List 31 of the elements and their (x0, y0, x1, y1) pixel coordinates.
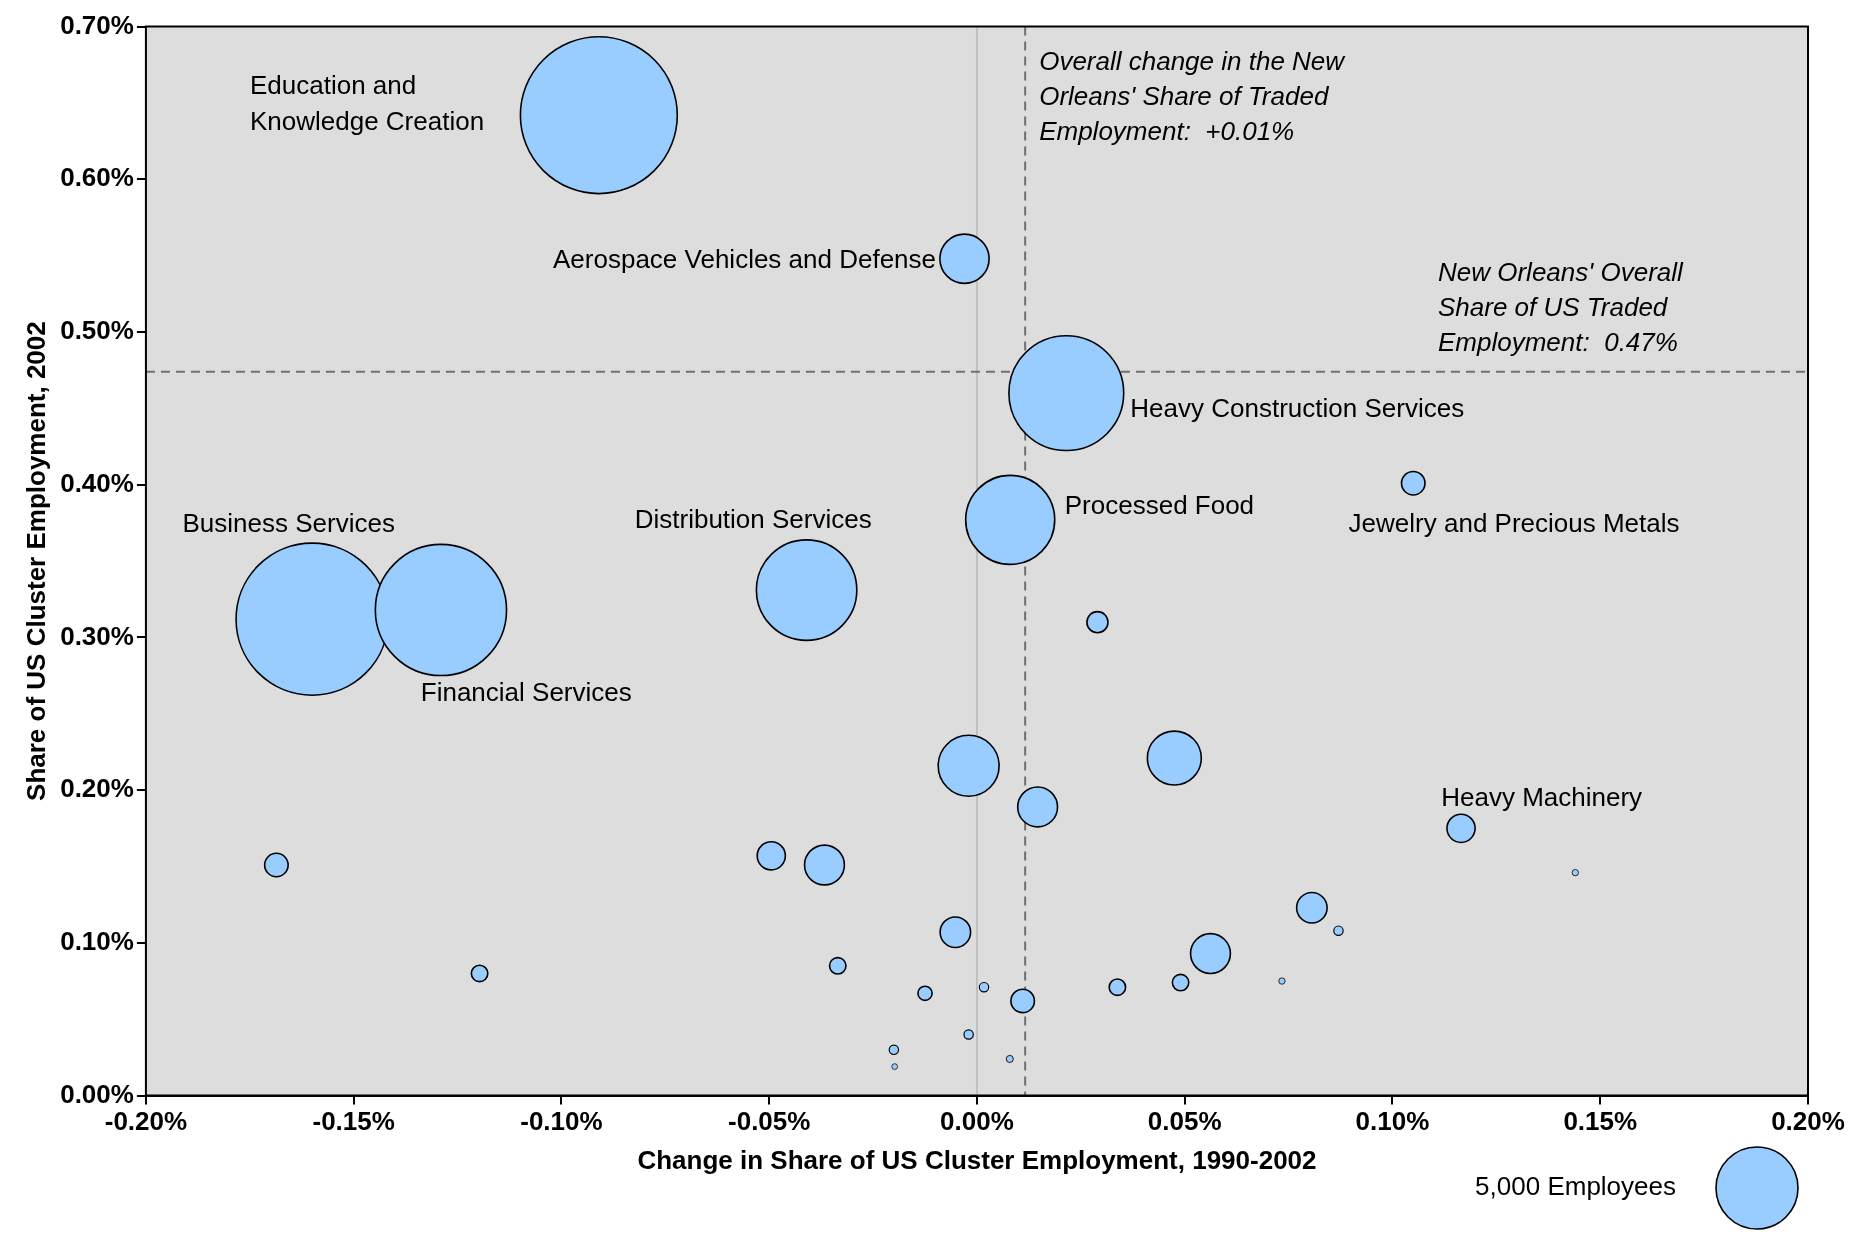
y-tick-label: 0.00% (60, 1078, 134, 1109)
x-tick-label: 0.20% (1771, 1106, 1845, 1137)
y-tick-label: 0.40% (60, 467, 134, 498)
annotation: Business Services (182, 507, 395, 538)
annotation: Heavy Construction Services (1130, 392, 1465, 423)
x-tick-label: -0.15% (312, 1106, 395, 1137)
x-tick-label: 0.05% (1147, 1106, 1222, 1137)
y-tick-label: 0.30% (60, 620, 134, 651)
legend-label: 5,000 Employees (1475, 1171, 1676, 1202)
y-tick-label: 0.20% (60, 773, 134, 804)
y-tick-label: 0.60% (60, 162, 134, 193)
x-axis-title: Change in Share of US Cluster Employment, 1990-2002 (637, 1144, 1317, 1175)
annotation: Heavy Machinery (1441, 781, 1643, 812)
annotation: Education and Knowledge Creation (249, 70, 485, 137)
x-tick-label: -0.05% (728, 1106, 811, 1137)
annotation: Processed Food (1064, 489, 1255, 520)
annotation: Financial Services (420, 677, 632, 708)
ref-line-label: New Orleans' Overall Share of US Traded Employment: 0.47% (1438, 256, 1685, 357)
y-tick-label: 0.10% (60, 926, 134, 957)
y-tick-label: 0.50% (60, 315, 134, 346)
x-tick-label: 0.10% (1355, 1106, 1430, 1137)
y-tick-label: 0.70% (60, 9, 134, 40)
annotation: Aerospace Vehicles and Defense (553, 244, 937, 275)
ref-line-label: Overall change in the New Orleans' Share of Traded Employment: +0.01% (1039, 45, 1347, 146)
x-tick-label: 0.00% (940, 1106, 1014, 1137)
annotation: Jewelry and Precious Metals (1348, 507, 1680, 538)
y-axis-title: Share of US Cluster Employment, 2002 (20, 321, 51, 801)
x-tick-label: -0.10% (520, 1106, 603, 1137)
x-tick-label: -0.20% (104, 1106, 188, 1137)
annotation: Distribution Services (634, 504, 872, 535)
x-tick-label: 0.15% (1563, 1106, 1638, 1137)
